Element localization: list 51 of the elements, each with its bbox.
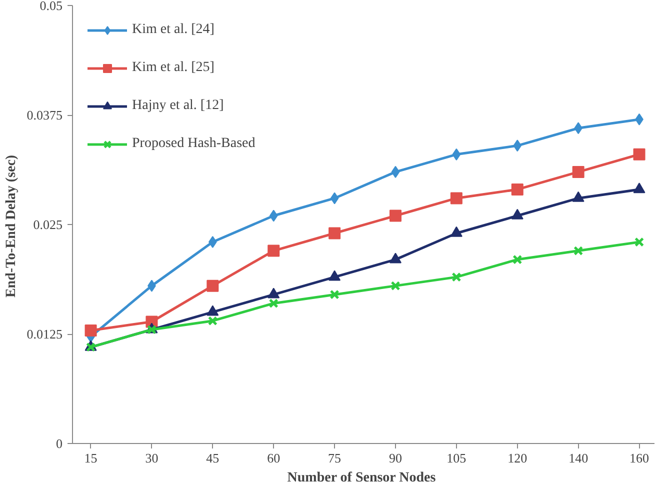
x-tick-label: 75 — [328, 450, 342, 466]
point — [513, 140, 522, 152]
x-tick-label: 140 — [568, 450, 588, 466]
x-tick-label: 60 — [267, 450, 280, 466]
point — [389, 252, 402, 264]
point — [634, 237, 644, 247]
point — [268, 244, 280, 257]
point — [511, 208, 524, 220]
point — [328, 270, 341, 281]
legend-label: Kim et al. [25] — [132, 60, 214, 76]
legend-label: Kim et al. [24] — [132, 22, 214, 38]
x-tick-label: 45 — [206, 450, 220, 466]
y-tick-label: 0.0125 — [26, 326, 62, 342]
x-tick-label: 30 — [145, 450, 158, 466]
point — [450, 226, 462, 237]
x-tick-label: 120 — [508, 450, 528, 466]
point — [511, 183, 524, 196]
x-tick-label: 90 — [388, 450, 402, 466]
point — [574, 246, 584, 256]
point — [206, 305, 219, 316]
legend-label: Hajny et al. [12] — [132, 98, 224, 114]
point — [330, 290, 340, 300]
point — [390, 281, 400, 291]
point — [389, 210, 402, 222]
point — [268, 288, 280, 298]
x-axis-title: Number of Sensor Nodes — [287, 470, 436, 486]
point — [328, 227, 341, 240]
x-tick-label: 105 — [446, 450, 466, 466]
point — [572, 191, 584, 202]
point — [512, 254, 522, 264]
x-tick-label: 160 — [630, 450, 650, 466]
y-tick-label: 0.0375 — [26, 108, 62, 122]
point — [391, 166, 400, 178]
x-tick-label: 15 — [84, 450, 98, 466]
point — [450, 192, 462, 204]
point — [330, 192, 339, 204]
point — [452, 272, 462, 282]
point — [633, 148, 646, 160]
point — [268, 298, 278, 308]
y-axis-title: End-To-End Delay (sec) — [4, 154, 19, 298]
point — [633, 182, 646, 194]
point — [269, 210, 278, 222]
y-tick-label: 0 — [56, 436, 62, 451]
point — [452, 148, 461, 160]
point — [208, 316, 218, 326]
point — [572, 166, 584, 178]
legend-label: Proposed Hash-Based — [132, 136, 256, 152]
point — [206, 280, 219, 292]
y-tick-label: 0.05 — [40, 0, 62, 13]
y-tick-label: 0.025 — [33, 217, 62, 232]
point — [84, 324, 97, 336]
